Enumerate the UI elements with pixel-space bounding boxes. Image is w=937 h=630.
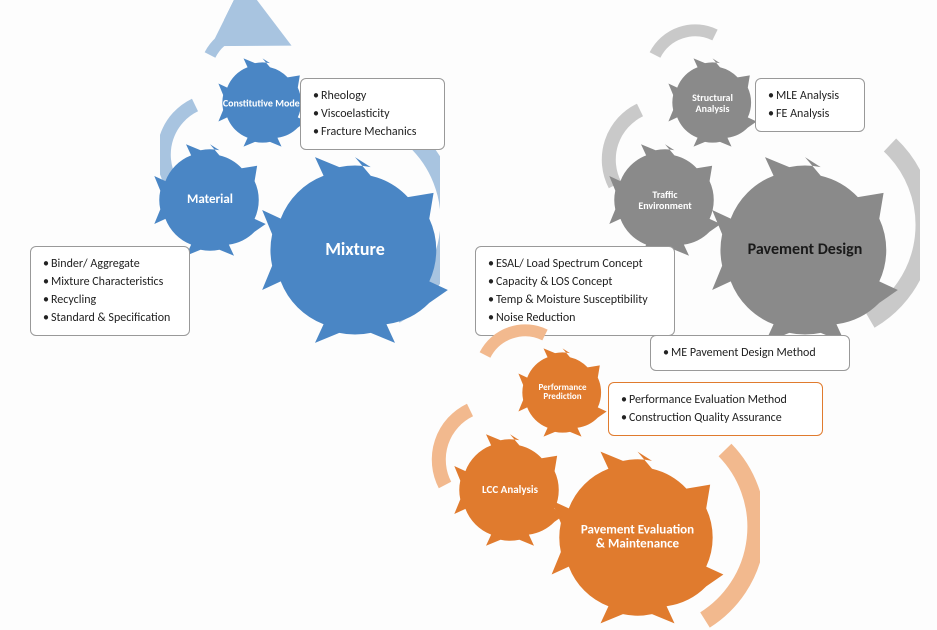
box-material-items: Binder/ Aggregate Mixture Characteristic… (30, 246, 190, 336)
list-item: MLE Analysis (776, 87, 852, 105)
list-item: Capacity & LOS Concept (496, 273, 662, 291)
gear-perf-pred-label: Performance Prediction (525, 383, 600, 403)
gear-pavement-eval-label: Pavement Evaluation & Maintenance (578, 523, 698, 552)
list-item: Mixture Characteristics (51, 273, 177, 291)
gear-mixture-label: Mixture (325, 240, 385, 260)
gear-lcc-label: LCC Analysis (475, 484, 545, 496)
gear-traffic-env-label: Traffic Environment (625, 189, 705, 211)
list-item: Performance Evaluation Method (629, 391, 810, 409)
gear-material-label: Material (187, 193, 233, 207)
list-item: Viscoelasticity (321, 105, 432, 123)
box-performance-items: Performance Evaluation Method Constructi… (608, 382, 823, 436)
gear-mixture: Mixture (255, 150, 455, 350)
gear-traffic-env: Traffic Environment (605, 140, 725, 260)
box-structural-items: MLE Analysis FE Analysis (755, 78, 865, 132)
list-item: Rheology (321, 87, 432, 105)
list-item: Temp & Moisture Susceptibility (496, 291, 662, 309)
list-item: Binder/ Aggregate (51, 255, 177, 273)
gear-lcc: LCC Analysis (450, 430, 570, 550)
list-item: FE Analysis (776, 105, 852, 123)
list-item: Construction Quality Assurance (629, 409, 810, 427)
list-item: Noise Reduction (496, 309, 662, 327)
list-item: ME Pavement Design Method (671, 344, 837, 362)
gear-material: Material (150, 140, 270, 260)
list-item: ESAL/ Load Spectrum Concept (496, 255, 662, 273)
gear-structural-label: Structural Analysis (678, 92, 748, 114)
box-traffic-items: ESAL/ Load Spectrum Concept Capacity & L… (475, 246, 675, 336)
box-constitutive-items: Rheology Viscoelasticity Fracture Mechan… (300, 78, 445, 150)
box-pavement-design-items: ME Pavement Design Method (650, 335, 850, 371)
gear-constitutive-model: Constitutive Model (215, 55, 310, 150)
gear-pavement-design: Pavement Design (705, 150, 905, 350)
gear-pavement-design-label: Pavement Design (745, 241, 865, 259)
gear-constitutive-label: Constitutive Model (223, 97, 303, 108)
list-item: Standard & Specification (51, 309, 177, 327)
gear-pavement-eval: Pavement Evaluation & Maintenance (545, 445, 730, 630)
gear-performance-prediction: Performance Prediction (515, 345, 610, 440)
gear-structural-analysis: Structural Analysis (665, 55, 760, 150)
list-item: Recycling (51, 291, 177, 309)
list-item: Fracture Mechanics (321, 123, 432, 141)
